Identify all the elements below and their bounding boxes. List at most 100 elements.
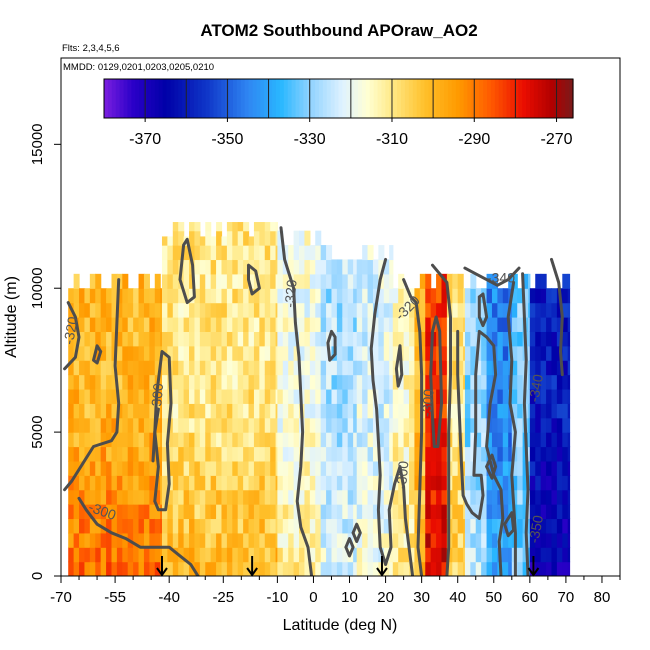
field-cell [111, 446, 118, 462]
field-cell [567, 360, 571, 376]
field-cell [282, 302, 289, 318]
field-cell [199, 432, 206, 448]
field-cell [133, 561, 140, 576]
field-cell [143, 345, 150, 361]
field-cell [315, 547, 322, 563]
field-cell [430, 561, 437, 576]
field-cell [226, 288, 233, 304]
field-cell [293, 302, 300, 318]
field-cell [216, 475, 223, 491]
field-cell [535, 288, 542, 304]
field-cell [264, 345, 271, 361]
field-cell [326, 317, 333, 332]
field-cell [149, 518, 156, 534]
field-cell [264, 259, 271, 275]
field-cell [528, 504, 531, 520]
field-cell [243, 475, 250, 491]
field-cell [160, 518, 163, 534]
field-cell [336, 475, 343, 491]
field-cell [264, 388, 271, 404]
field-cell [403, 432, 410, 448]
field-cell [508, 475, 513, 491]
field-cell [392, 403, 399, 419]
field-cell [216, 489, 223, 505]
field-cell [194, 403, 201, 419]
field-cell [551, 432, 558, 448]
field-cell [546, 331, 553, 347]
field-cell [315, 331, 322, 347]
colorbar-swatch [139, 79, 144, 118]
field-cell [326, 446, 333, 462]
field-cell [84, 489, 91, 505]
field-cell [299, 489, 306, 505]
field-cell [529, 504, 536, 520]
field-cell [367, 273, 374, 289]
field-cell [546, 547, 553, 563]
field-cell [436, 446, 443, 462]
field-cell [288, 532, 295, 548]
field-cell [392, 345, 399, 361]
field-cell [441, 518, 448, 534]
field-cell [502, 374, 509, 390]
field-cell [95, 360, 102, 376]
field-cell [347, 345, 354, 361]
field-cell [89, 345, 96, 361]
field-cell [127, 446, 134, 462]
field-cell [149, 345, 156, 361]
field-cell [138, 504, 145, 520]
field-cell [383, 403, 390, 419]
field-cell [205, 547, 212, 563]
field-cell [403, 504, 410, 520]
field-cell [486, 561, 493, 576]
field-cell [275, 345, 278, 361]
field-cell [264, 331, 271, 347]
field-cell [436, 475, 443, 491]
field-cell [259, 547, 266, 563]
field-cell [264, 360, 271, 376]
field-cell [73, 547, 80, 563]
field-cell [470, 403, 477, 419]
field-cell [122, 288, 129, 304]
field-cell [389, 403, 394, 419]
colorbar-swatch [174, 79, 179, 118]
contour-label: -300 [148, 382, 166, 412]
field-cell [161, 273, 168, 289]
field-cell [79, 475, 86, 491]
field-cell [138, 561, 145, 576]
field-cell [183, 331, 190, 347]
field-cell [143, 547, 150, 563]
field-cell [183, 489, 190, 505]
field-cell [353, 331, 358, 347]
field-cell [221, 460, 228, 476]
field-cell [425, 374, 432, 390]
field-cell [502, 403, 509, 419]
field-cell [367, 403, 374, 419]
field-cell [362, 547, 369, 563]
field-cell [556, 504, 563, 520]
field-cell [178, 504, 185, 520]
field-cell [362, 504, 369, 520]
field-cell [106, 403, 113, 419]
field-cell [457, 561, 464, 576]
field-cell [441, 547, 448, 563]
field-cell [362, 345, 369, 361]
colorbar-swatch [240, 79, 246, 118]
field-cell [264, 561, 271, 576]
field-cell [275, 245, 278, 261]
field-cell [160, 288, 163, 304]
field-cell [436, 518, 443, 534]
field-cell [237, 360, 244, 376]
field-cell [403, 360, 410, 376]
field-cell [457, 288, 464, 304]
field-cell [143, 561, 150, 576]
field-cell [199, 417, 206, 433]
field-cell [275, 489, 278, 505]
field-cell [282, 532, 289, 548]
field-cell [430, 532, 437, 548]
field-cell [511, 331, 518, 347]
field-cell [68, 547, 75, 563]
field-cell [122, 432, 129, 448]
field-cell [546, 518, 553, 534]
field-cell [562, 417, 569, 433]
colorbar-swatch [440, 79, 445, 118]
